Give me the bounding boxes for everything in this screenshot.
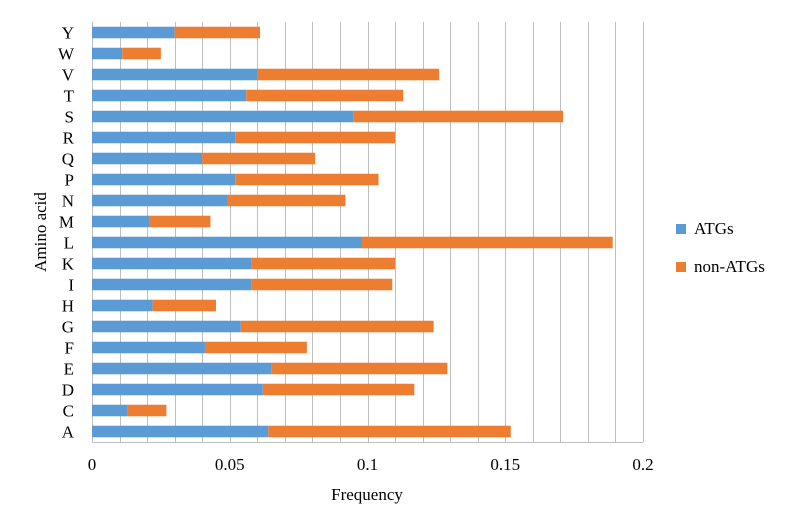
bar-non-atgs-d xyxy=(262,383,415,396)
bar-atgs-f xyxy=(92,341,205,354)
bar-atgs-m xyxy=(92,215,150,228)
bar-non-atgs-h xyxy=(152,299,216,312)
bar-non-atgs-t xyxy=(246,89,404,102)
y-tick-label: V xyxy=(62,66,75,85)
bar-atgs-c xyxy=(92,404,128,417)
bar-atgs-q xyxy=(92,152,203,165)
y-tick-label: E xyxy=(64,360,74,379)
bar-non-atgs-v xyxy=(257,68,440,81)
y-tick-label: I xyxy=(68,276,74,295)
bars xyxy=(92,26,613,438)
y-tick-label: R xyxy=(63,129,75,148)
y-tick-label: T xyxy=(64,87,75,106)
bar-atgs-k xyxy=(92,257,252,270)
x-tick-labels: 0 0.05 0.1 0.15 0.2 xyxy=(88,455,654,474)
bar-atgs-g xyxy=(92,320,241,333)
bar-non-atgs-p xyxy=(235,173,379,186)
y-tick-label: P xyxy=(65,171,74,190)
bar-atgs-p xyxy=(92,173,236,186)
y-tick-label: W xyxy=(58,45,75,64)
y-tick-label: S xyxy=(65,108,74,127)
bar-atgs-n xyxy=(92,194,227,207)
bar-non-atgs-w xyxy=(122,47,161,60)
bar-non-atgs-s xyxy=(353,110,564,123)
bar-non-atgs-k xyxy=(251,257,396,270)
bar-atgs-w xyxy=(92,47,123,60)
y-tick-label: H xyxy=(62,297,74,316)
x-tick-label: 0.1 xyxy=(357,455,378,474)
bar-atgs-a xyxy=(92,425,269,438)
bar-non-atgs-q xyxy=(202,152,316,165)
x-axis-title: Frequency xyxy=(331,485,403,504)
bar-non-atgs-n xyxy=(226,194,346,207)
y-tick-label: C xyxy=(63,402,74,421)
y-tick-label: Q xyxy=(62,150,74,169)
bar-non-atgs-i xyxy=(251,278,393,291)
y-tick-label: A xyxy=(62,423,75,442)
y-tick-label: N xyxy=(62,192,74,211)
y-tick-label: D xyxy=(62,381,74,400)
x-tick-label: 0.2 xyxy=(632,455,653,474)
bar-non-atgs-r xyxy=(235,131,396,144)
y-tick-label: G xyxy=(62,318,74,337)
y-tick-label: M xyxy=(59,213,74,232)
legend-label-non-atgs: non-ATGs xyxy=(694,257,765,276)
legend-label-atgs: ATGs xyxy=(694,219,734,238)
bar-non-atgs-m xyxy=(149,215,211,228)
bar-non-atgs-c xyxy=(127,404,167,417)
legend: ATGs non-ATGs xyxy=(676,219,765,276)
bar-non-atgs-a xyxy=(268,425,511,438)
bar-atgs-t xyxy=(92,89,247,102)
bar-atgs-r xyxy=(92,131,236,144)
legend-swatch-non-atgs xyxy=(676,262,686,272)
y-tick-label: L xyxy=(64,234,74,253)
bar-atgs-h xyxy=(92,299,153,312)
x-tick-label: 0.15 xyxy=(490,455,520,474)
y-tick-label: K xyxy=(62,255,75,274)
bar-atgs-l xyxy=(92,236,362,249)
gridlines xyxy=(92,22,644,443)
bar-atgs-v xyxy=(92,68,258,81)
bar-atgs-s xyxy=(92,110,354,123)
bar-atgs-e xyxy=(92,362,272,375)
y-axis-title: Amino acid xyxy=(31,192,50,272)
bar-non-atgs-e xyxy=(271,362,448,375)
bar-atgs-d xyxy=(92,383,263,396)
y-tick-label: Y xyxy=(62,24,74,43)
bar-non-atgs-y xyxy=(174,26,261,39)
bar-atgs-i xyxy=(92,278,252,291)
bar-non-atgs-l xyxy=(361,236,613,249)
y-tick-label: F xyxy=(65,339,74,358)
bar-atgs-y xyxy=(92,26,175,39)
legend-swatch-atgs xyxy=(676,224,686,234)
x-tick-label: 0.05 xyxy=(215,455,245,474)
bar-non-atgs-g xyxy=(240,320,434,333)
x-tick-label: 0 xyxy=(88,455,97,474)
bar-non-atgs-f xyxy=(204,341,307,354)
